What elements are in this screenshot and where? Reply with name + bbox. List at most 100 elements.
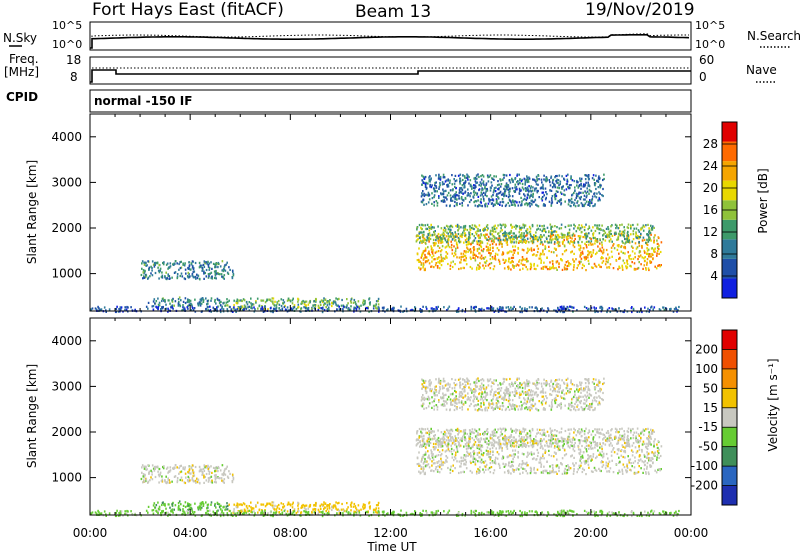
heatmap-cell <box>528 241 530 244</box>
heatmap-cell <box>572 201 574 204</box>
heatmap-cell <box>580 184 583 187</box>
heatmap-cell <box>496 307 499 310</box>
heatmap-cell <box>353 510 355 513</box>
heatmap-cell <box>587 512 589 515</box>
heatmap-cell <box>568 228 571 231</box>
heatmap-cell <box>165 307 168 310</box>
heatmap-cell <box>626 467 629 470</box>
heatmap-cell <box>154 271 157 275</box>
heatmap-cell <box>545 176 548 179</box>
heatmap-cell <box>568 262 570 265</box>
heatmap-cell <box>355 302 357 306</box>
heatmap-cell <box>578 184 581 187</box>
heatmap-cell <box>532 195 534 199</box>
heatmap-cell <box>152 305 155 308</box>
heatmap-cell <box>331 508 333 512</box>
heatmap-cell <box>307 309 309 312</box>
heatmap-cell <box>335 501 337 504</box>
heatmap-cell <box>422 266 424 269</box>
nave-tick-top: 60 <box>699 53 714 67</box>
heatmap-cell <box>491 184 493 187</box>
heatmap-cell <box>225 508 227 511</box>
heatmap-cell <box>551 439 553 442</box>
heatmap-cell <box>598 232 601 235</box>
heatmap-cell <box>521 256 524 259</box>
heatmap-cell <box>598 197 601 200</box>
heatmap-cell <box>222 480 225 483</box>
heatmap-cell <box>505 174 508 177</box>
heatmap-cell <box>161 475 163 478</box>
heatmap-cell <box>637 266 640 270</box>
heatmap-cell <box>173 271 176 274</box>
heatmap-cell <box>185 272 187 275</box>
heatmap-cell <box>497 224 499 227</box>
heatmap-cell <box>430 307 433 310</box>
heatmap-cell <box>626 232 629 235</box>
heatmap-cell <box>426 227 429 230</box>
heatmap-cell <box>528 185 530 188</box>
heatmap-cell <box>576 200 579 203</box>
heatmap-cell <box>653 249 655 252</box>
heatmap-cell <box>486 249 488 252</box>
heatmap-cell <box>468 200 471 204</box>
heatmap-cell <box>400 509 402 512</box>
heatmap-cell <box>486 229 488 232</box>
heatmap-cell <box>624 456 626 459</box>
heatmap-cell <box>518 231 521 234</box>
heatmap-cell <box>347 302 349 305</box>
heatmap-cell <box>622 234 625 237</box>
heatmap-cell <box>191 476 194 480</box>
heatmap-cell <box>422 509 424 512</box>
heatmap-cell <box>547 307 549 310</box>
heatmap-cell <box>493 189 496 192</box>
heatmap-cell <box>142 481 144 484</box>
heatmap-cell <box>555 180 557 183</box>
heatmap-cell <box>290 307 292 310</box>
heatmap-cell <box>561 509 563 512</box>
heatmap-cell <box>231 481 234 484</box>
heatmap-cell <box>510 229 512 233</box>
heatmap-cell <box>489 246 492 249</box>
heatmap-cell <box>581 203 584 206</box>
heatmap-cell <box>438 256 440 259</box>
heatmap-cell <box>148 472 150 475</box>
heatmap-cell <box>167 478 170 481</box>
heatmap-cell <box>599 185 601 188</box>
heatmap-cell <box>150 476 152 479</box>
heatmap-cell <box>454 185 456 188</box>
heatmap-cell <box>559 183 561 186</box>
heatmap-cell <box>460 187 463 190</box>
heatmap-cell <box>440 239 442 242</box>
heatmap-cell <box>460 252 462 255</box>
heatmap-cell <box>427 182 429 185</box>
heatmap-cell <box>313 307 316 310</box>
heatmap-cell <box>598 175 600 178</box>
heatmap-cell <box>561 268 564 271</box>
heatmap-cell <box>497 197 500 200</box>
heatmap-cell <box>188 273 190 276</box>
heatmap-cell <box>315 504 317 507</box>
heatmap-cell <box>497 310 500 313</box>
heatmap-cell <box>518 259 521 262</box>
heatmap-cell <box>580 187 582 190</box>
nave-tick-bottom: 0 <box>699 70 707 84</box>
heatmap-cell <box>167 511 169 514</box>
heatmap-cell <box>568 184 571 187</box>
heatmap-cell <box>474 259 477 262</box>
heatmap-cell <box>494 255 496 258</box>
heatmap-cell <box>478 512 480 515</box>
heatmap-cell <box>238 299 241 302</box>
heatmap-cell <box>164 480 166 483</box>
heatmap-cell <box>511 225 514 228</box>
heatmap-cell <box>598 249 600 252</box>
heatmap-cell <box>550 239 553 242</box>
heatmap-cell <box>421 223 423 226</box>
heatmap-cell <box>169 277 171 280</box>
heatmap-cell <box>331 302 333 305</box>
heatmap-cell <box>416 234 418 237</box>
heatmap-cell <box>499 230 502 233</box>
heatmap-cell <box>416 253 419 256</box>
heatmap-cell <box>301 300 303 303</box>
heatmap-cell <box>569 234 571 237</box>
heatmap-cell <box>232 272 235 276</box>
